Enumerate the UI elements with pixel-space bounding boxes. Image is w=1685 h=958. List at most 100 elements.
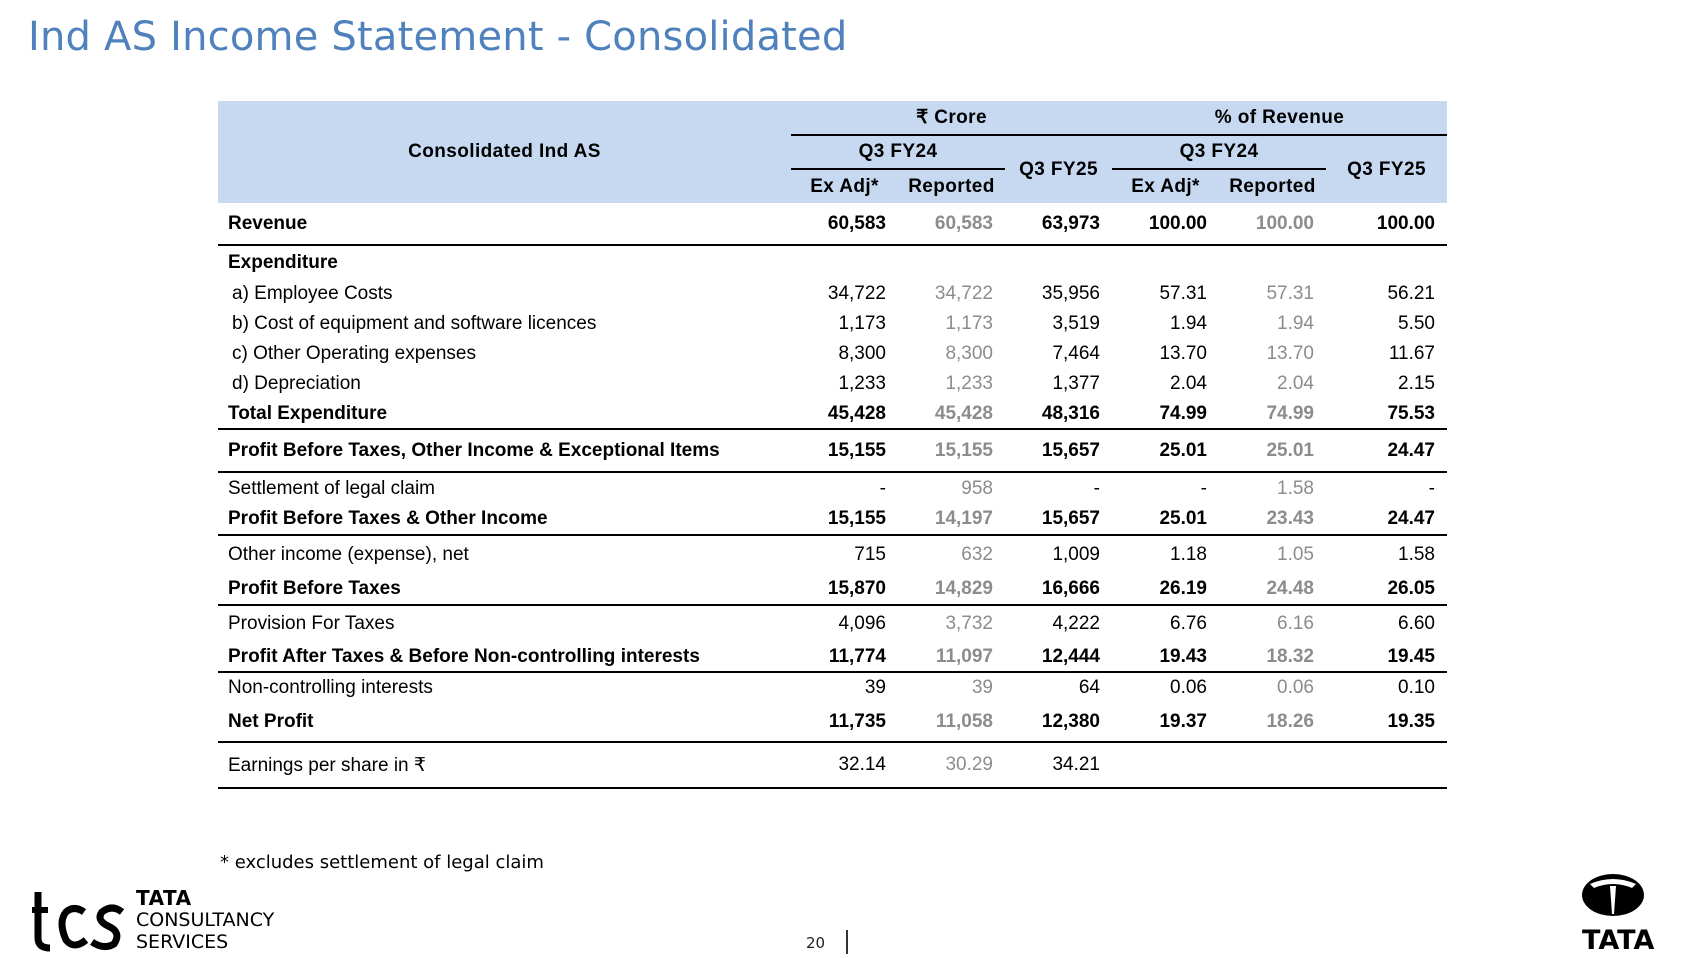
row-value: 45,428 (898, 399, 1005, 430)
row-value: 6.76 (1170, 613, 1207, 634)
table-row: d) Depreciation 1,233 1,233 1,377 2.04 2.04 2.… (218, 369, 1447, 399)
row-value: 3,519 (1052, 313, 1100, 334)
header-crore-reported: Reported (898, 169, 1005, 203)
row-value: 26.19 (1112, 573, 1219, 606)
row-value: 74.99 (1112, 399, 1219, 430)
row-value: 11,097 (898, 642, 1005, 673)
row-label: Non-controlling interests (228, 676, 433, 698)
row-value: 1,173 (945, 313, 993, 334)
row-value: 1,009 (1052, 543, 1100, 565)
row-value (1112, 245, 1219, 279)
row-value: 11,735 (791, 702, 898, 743)
row-value: 26.05 (1326, 573, 1447, 606)
row-value: 25.01 (1112, 429, 1219, 473)
row-value: 24.48 (1219, 573, 1326, 606)
row-label: b) Cost of equipment and software licenc… (232, 313, 597, 334)
header-pct-q3fy24: Q3 FY24 (1112, 135, 1326, 170)
row-value: 11.67 (1388, 343, 1435, 364)
row-value: 64 (1078, 676, 1100, 698)
row-value: 0.06 (1170, 676, 1207, 698)
row-value: 5.50 (1398, 313, 1435, 334)
row-value: 15,155 (791, 504, 898, 536)
row-value: 12,380 (1005, 702, 1112, 743)
row-value: 1.94 (1277, 313, 1314, 334)
tcs-logo (32, 892, 125, 952)
row-value: 15,657 (1005, 504, 1112, 536)
row-value: 18.32 (1219, 642, 1326, 673)
row-value: 8,300 (945, 343, 993, 364)
row-value: 632 (961, 543, 993, 565)
row-value: 34,722 (934, 283, 993, 304)
row-value: 1.58 (1398, 543, 1435, 565)
page-number: 20 (806, 934, 826, 952)
row-value: 15,657 (1005, 429, 1112, 473)
row-label: Net Profit (218, 702, 791, 743)
row-value: 13.70 (1159, 343, 1207, 364)
row-value: 1,377 (1052, 373, 1100, 394)
row-value: 15,155 (898, 429, 1005, 473)
row-value: 2.15 (1398, 373, 1435, 394)
row-value: 19.37 (1112, 702, 1219, 743)
tata-logo (1582, 874, 1644, 916)
row-value: 23.43 (1219, 504, 1326, 536)
row-label: d) Depreciation (232, 373, 361, 394)
row-value: 48,316 (1005, 399, 1112, 430)
table-row: Other income (expense), net 715 632 1,009 1.… (218, 535, 1447, 573)
row-value: 4,096 (838, 613, 886, 634)
row-value: 75.53 (1326, 399, 1447, 430)
row-value: 14,197 (898, 504, 1005, 536)
page-title: Ind AS Income Statement - Consolidated (28, 14, 848, 60)
header-pct-exadj: Ex Adj* (1112, 169, 1219, 203)
header-crore-q3fy25: Q3 FY25 (1005, 135, 1112, 203)
row-value: 7,464 (1052, 343, 1100, 364)
row-value: 57.31 (1266, 283, 1314, 304)
row-label: c) Other Operating expenses (232, 343, 476, 364)
row-value: 13.70 (1266, 343, 1314, 364)
table-row: Expenditure (218, 245, 1447, 279)
table-row: Non-controlling interests 39 39 64 0.06 0.06 0… (218, 672, 1447, 702)
row-value: 1,233 (945, 373, 993, 394)
row-value: 18.26 (1219, 702, 1326, 743)
row-value: 6.60 (1398, 613, 1435, 634)
page-number-divider (846, 930, 848, 954)
row-value: 1.58 (1277, 477, 1314, 499)
header-pct-reported: Reported (1219, 169, 1326, 203)
header-crore: ₹ Crore (791, 101, 1112, 136)
row-value (1112, 742, 1219, 789)
row-value: 1.94 (1170, 313, 1207, 334)
header-percent-of-revenue: % of Revenue (1112, 101, 1447, 136)
row-value: 39 (864, 676, 886, 698)
row-value: 39 (971, 676, 993, 698)
table-row: Profit Before Taxes, Other Income & Exce… (218, 429, 1447, 473)
row-label: Settlement of legal claim (228, 477, 435, 499)
row-value: 1,173 (838, 313, 886, 334)
row-value: 6.16 (1277, 613, 1314, 634)
row-value: 45,428 (791, 399, 898, 430)
row-value: 34,722 (827, 283, 886, 304)
table-row: Total Expenditure 45,428 45,428 48,316 74.99… (218, 399, 1447, 430)
table-row: Revenue 60,583 60,583 63,973 100.00 100.00 100… (218, 203, 1447, 246)
row-value: 8,300 (838, 343, 886, 364)
row-label: Revenue (218, 203, 791, 246)
row-value: 1,233 (838, 373, 886, 394)
row-value: 19.45 (1326, 642, 1447, 673)
row-value: 24.47 (1326, 429, 1447, 473)
footnote: * excludes settlement of legal claim (220, 852, 544, 873)
row-value (1326, 245, 1447, 279)
row-value: 958 (961, 477, 993, 499)
row-label: Expenditure (228, 251, 338, 273)
table-row: Provision For Taxes 4,096 3,732 4,222 6.76 6.… (218, 605, 1447, 642)
row-value (1219, 742, 1326, 789)
row-value: 1.05 (1277, 543, 1314, 565)
row-value: 16,666 (1005, 573, 1112, 606)
row-value: 12,444 (1005, 642, 1112, 673)
row-value: 0.06 (1277, 676, 1314, 698)
row-value: 25.01 (1112, 504, 1219, 536)
table-row: Settlement of legal claim - 958 - - 1.58 - (218, 472, 1447, 504)
row-value: 60,583 (898, 203, 1005, 246)
row-value: 60,583 (791, 203, 898, 246)
row-label: Total Expenditure (218, 399, 791, 430)
row-label: Profit Before Taxes, Other Income & Exce… (218, 429, 791, 473)
row-value: 32.14 (791, 742, 898, 789)
row-value: 57.31 (1159, 283, 1207, 304)
